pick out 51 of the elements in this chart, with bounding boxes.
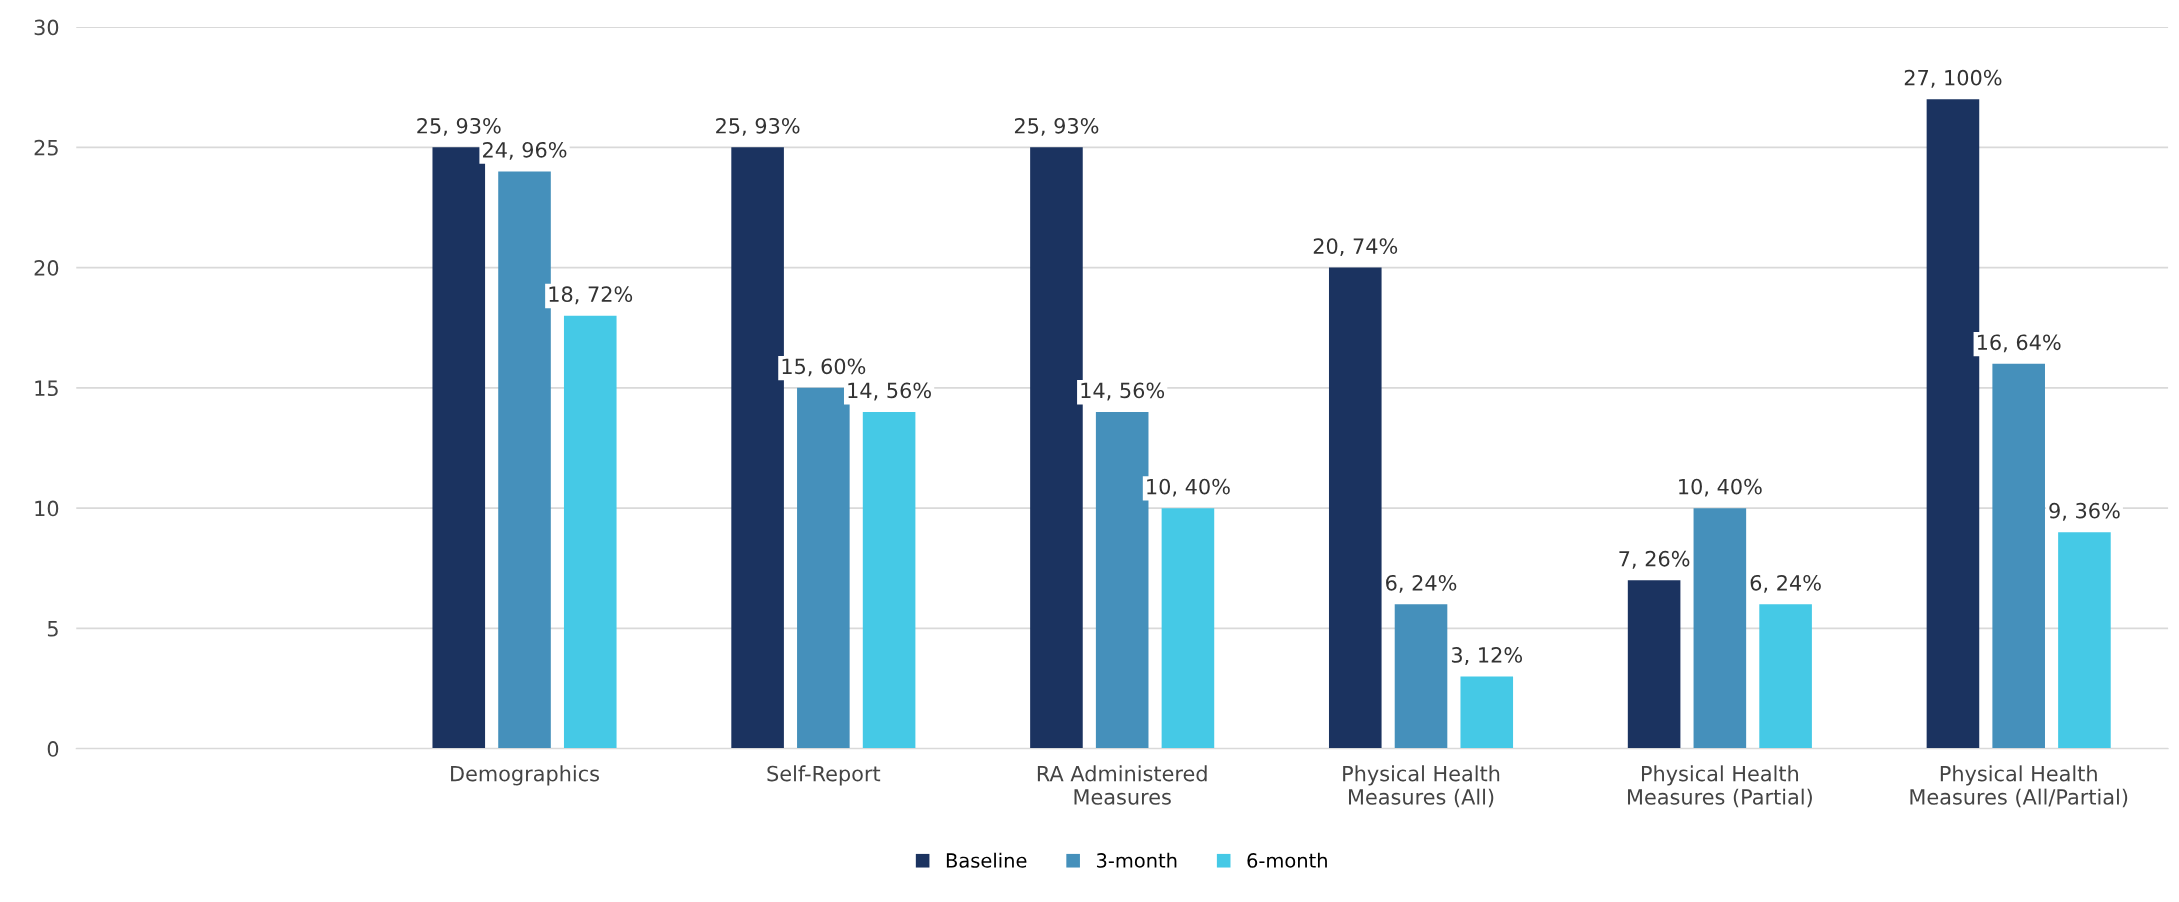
x-tick-label: Demographics xyxy=(451,765,599,786)
bar xyxy=(1095,411,1149,749)
x-tick-label: Physical Health Measures (All/Partial) xyxy=(1910,765,2128,808)
bar xyxy=(731,147,784,749)
data-label: 6, 24% xyxy=(1750,574,1821,593)
legend-label: 6-month xyxy=(1247,852,1327,868)
data-label: 6, 24% xyxy=(1386,574,1457,593)
data-label: 25, 93% xyxy=(417,117,501,136)
bar xyxy=(797,387,850,749)
data-label: 9, 36% xyxy=(2049,502,2120,521)
bar xyxy=(1926,99,1980,749)
bar xyxy=(1759,604,1812,749)
bar xyxy=(1992,363,2045,749)
x-tick-label: Physical Health Measures (Partial) xyxy=(1628,765,1812,808)
y-tick-label: 10 xyxy=(35,500,59,517)
data-label: 10, 40% xyxy=(1679,478,1762,497)
bar xyxy=(498,171,551,749)
y-tick-label: 0 xyxy=(47,741,59,757)
bar xyxy=(1161,508,1215,749)
data-label: 25, 93% xyxy=(716,117,800,136)
data-label: 27, 100% xyxy=(1904,69,2002,88)
data-label: 24, 96% xyxy=(483,141,567,160)
bar xyxy=(563,315,617,749)
bar xyxy=(1627,580,1681,749)
bar xyxy=(1394,604,1448,749)
data-label: 25, 93% xyxy=(1014,117,1099,136)
y-tick-label: 30 xyxy=(34,19,59,36)
y-tick-label: 15 xyxy=(35,380,58,397)
y-tick-label: 5 xyxy=(47,621,58,637)
data-label: 14, 56% xyxy=(1081,382,1165,401)
bar xyxy=(1030,147,1083,749)
bar xyxy=(1460,676,1514,749)
bar xyxy=(1328,267,1382,749)
bar xyxy=(2058,532,2111,749)
data-label: 18, 72% xyxy=(549,286,633,305)
data-label: 14, 56% xyxy=(848,382,931,401)
y-tick-label: 25 xyxy=(34,139,58,156)
bar xyxy=(862,411,916,749)
y-tick-label: 20 xyxy=(34,260,59,276)
x-tick-label: Self-Report xyxy=(767,765,881,786)
data-label: 16, 64% xyxy=(1977,334,2061,353)
data-label: 10, 40% xyxy=(1147,478,1230,497)
data-label: 3, 12% xyxy=(1451,647,1523,665)
data-label: 7, 26% xyxy=(1619,550,1690,569)
bar xyxy=(1693,508,1747,749)
legend-label: Baseline xyxy=(946,852,1027,868)
x-tick-label: Physical Health Measures (All) xyxy=(1343,765,1500,808)
data-label: 20, 74% xyxy=(1313,238,1398,257)
legend-label: 3-month xyxy=(1096,852,1177,868)
x-tick-label: RA Administered Measures xyxy=(1037,765,1207,805)
data-label: 15, 60% xyxy=(782,358,866,377)
